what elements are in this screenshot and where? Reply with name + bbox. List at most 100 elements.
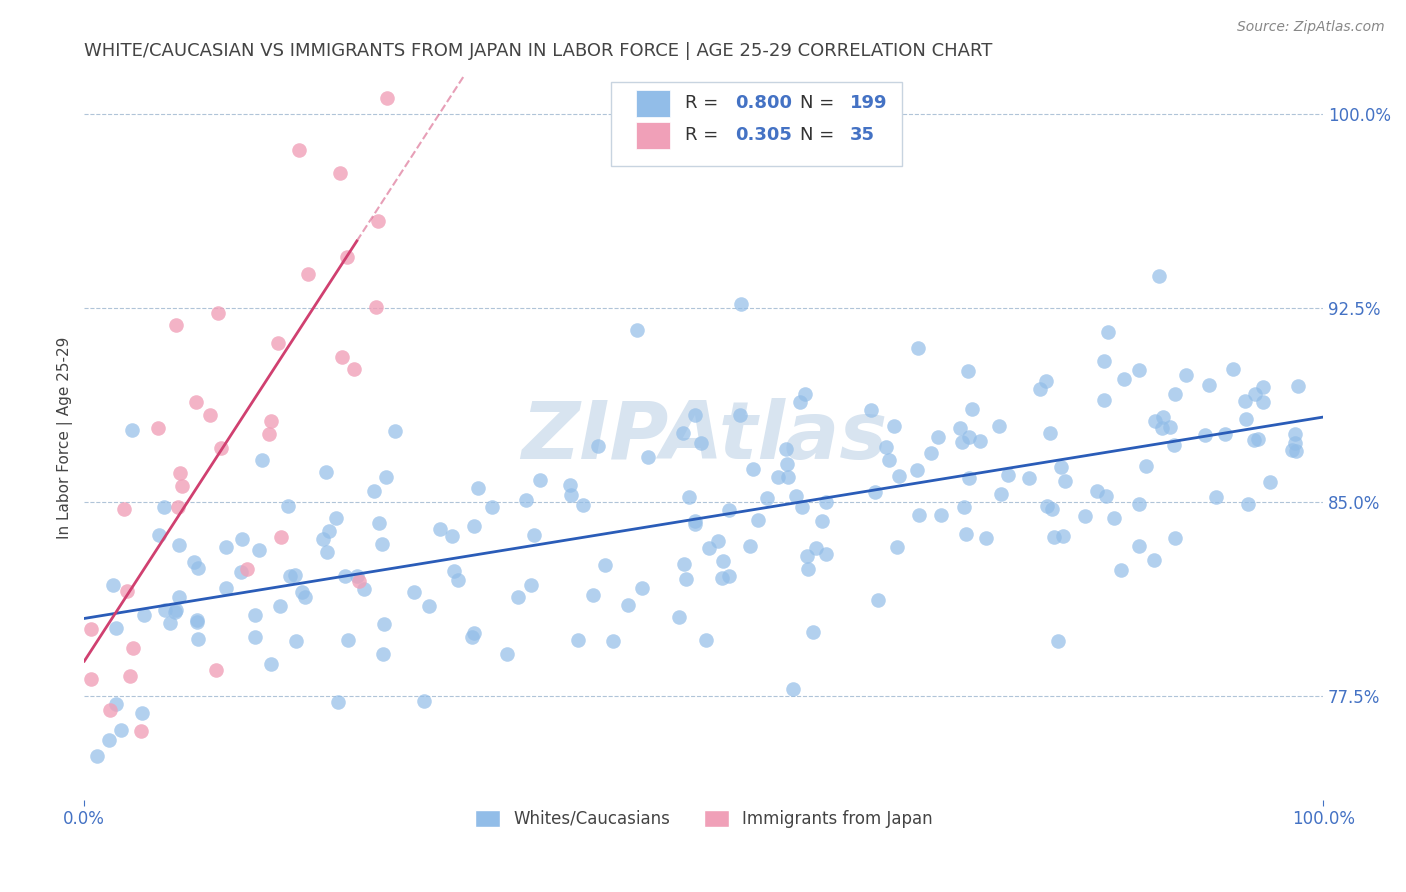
Point	[165, 318, 187, 333]
Point	[520, 578, 543, 592]
Point	[481, 500, 503, 514]
Point	[187, 560, 209, 574]
Point	[169, 466, 191, 480]
Point	[318, 524, 340, 538]
Point	[447, 573, 470, 587]
Point	[277, 499, 299, 513]
Point	[418, 599, 440, 614]
Point	[974, 531, 997, 545]
Point	[353, 582, 375, 596]
Point	[1159, 419, 1181, 434]
Point	[793, 387, 815, 401]
Point	[690, 436, 713, 450]
Point	[637, 450, 659, 465]
Point	[236, 562, 259, 576]
Point	[495, 647, 517, 661]
Point	[98, 733, 121, 747]
Point	[122, 641, 145, 656]
Point	[461, 630, 484, 644]
Point	[384, 425, 406, 439]
Point	[1052, 529, 1074, 543]
Point	[782, 682, 804, 697]
Point	[366, 300, 388, 314]
Text: 0.305: 0.305	[735, 127, 792, 145]
Point	[560, 488, 582, 502]
Point	[347, 33, 370, 47]
Point	[287, 143, 309, 157]
Point	[112, 502, 135, 516]
Point	[98, 703, 121, 717]
Point	[159, 615, 181, 630]
Point	[1128, 539, 1150, 553]
Point	[311, 533, 333, 547]
Point	[284, 567, 307, 582]
Point	[326, 695, 349, 709]
Point	[1074, 509, 1097, 524]
Point	[214, 581, 236, 595]
Point	[259, 427, 281, 442]
Point	[796, 549, 818, 563]
Text: 0.800: 0.800	[735, 95, 792, 112]
Point	[347, 574, 370, 589]
Point	[167, 538, 190, 552]
Point	[730, 296, 752, 310]
Point	[675, 572, 697, 586]
Point	[776, 458, 799, 472]
Legend: Whites/Caucasians, Immigrants from Japan: Whites/Caucasians, Immigrants from Japan	[468, 803, 939, 835]
Point	[1144, 414, 1167, 428]
Point	[962, 401, 984, 416]
Point	[616, 598, 638, 612]
Point	[371, 648, 394, 662]
Point	[886, 541, 908, 555]
Point	[1147, 268, 1170, 283]
Point	[118, 669, 141, 683]
Point	[329, 166, 352, 180]
Point	[1213, 427, 1236, 442]
Point	[1114, 372, 1136, 386]
Text: R =: R =	[685, 127, 724, 145]
Point	[920, 446, 942, 460]
Point	[1053, 474, 1076, 488]
Point	[187, 632, 209, 646]
Point	[957, 364, 980, 378]
Point	[685, 514, 707, 528]
Text: 199: 199	[849, 95, 887, 112]
Point	[104, 697, 127, 711]
Point	[567, 632, 589, 647]
Point	[742, 462, 765, 476]
Point	[907, 341, 929, 355]
Point	[165, 603, 187, 617]
Point	[695, 632, 717, 647]
Point	[905, 463, 928, 477]
Point	[440, 529, 463, 543]
Point	[1281, 442, 1303, 457]
Point	[184, 394, 207, 409]
Point	[953, 500, 976, 514]
Point	[755, 491, 778, 506]
Point	[170, 478, 193, 492]
Point	[260, 657, 283, 672]
Point	[1251, 395, 1274, 409]
Point	[952, 434, 974, 449]
FancyBboxPatch shape	[636, 121, 671, 149]
Point	[738, 539, 761, 553]
Point	[718, 503, 741, 517]
Point	[325, 511, 347, 525]
Point	[863, 485, 886, 500]
Point	[1143, 552, 1166, 566]
Point	[198, 409, 221, 423]
Point	[330, 350, 353, 364]
Point	[1018, 471, 1040, 485]
Point	[79, 622, 101, 636]
Point	[131, 706, 153, 721]
Point	[1043, 530, 1066, 544]
Point	[969, 434, 991, 449]
Point	[163, 605, 186, 619]
Point	[593, 558, 616, 572]
Point	[907, 508, 929, 523]
Point	[1284, 426, 1306, 441]
Point	[1222, 362, 1244, 376]
Point	[929, 508, 952, 522]
Point	[1244, 387, 1267, 401]
Text: ZIPAtlas: ZIPAtlas	[520, 399, 887, 476]
